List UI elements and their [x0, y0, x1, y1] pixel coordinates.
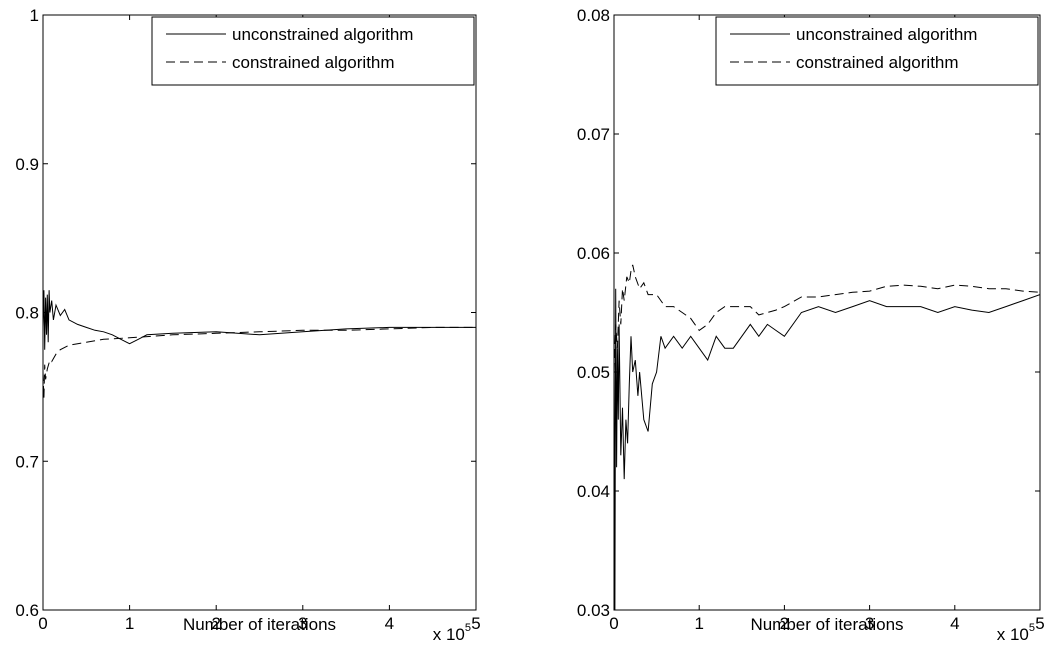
x-tick-label: 3 [865, 614, 874, 633]
y-tick-label: 0.04 [577, 482, 610, 501]
y-tick-label: 0.7 [15, 452, 39, 471]
x-tick-label: 3 [298, 614, 307, 633]
x-tick-label: 2 [780, 614, 789, 633]
y-tick-label: 0.8 [15, 304, 39, 323]
legend-label: unconstrained algorithm [232, 25, 413, 44]
x-axis-multiplier: x 105 [997, 622, 1035, 644]
x-multiplier-base: x 10 [433, 625, 465, 644]
x-tick-label: 5 [471, 614, 480, 633]
series-line-constrained [614, 264, 1040, 373]
x-tick-label: 4 [385, 614, 394, 633]
x-tick-label: 0 [38, 614, 47, 633]
legend-label: constrained algorithm [232, 53, 395, 72]
plot-area-frame [42, 14, 477, 611]
y-tick-label: 0.03 [577, 601, 610, 620]
x-tick-label: 2 [211, 614, 220, 633]
x-multiplier-exponent: 5 [465, 622, 471, 634]
x-tick-label: 0 [609, 614, 618, 633]
y-tick-label: 0.07 [577, 125, 610, 144]
x-multiplier-exponent: 5 [1029, 622, 1035, 634]
y-tick-label: 0.05 [577, 363, 610, 382]
series-line-unconstrained [43, 290, 476, 350]
plot-area-frame [613, 14, 1041, 611]
y-tick-label: 1 [30, 6, 39, 25]
chart-right-panel: 0.03 0.04 0.05 0.06 0.07 0.08 0 1 2 3 4 5 Number of … [577, 6, 1045, 644]
x-tick-label: 1 [125, 614, 134, 633]
series-line-unconstrained [614, 288, 1040, 610]
series-line-constrained [43, 326, 476, 399]
x-tick-label: 4 [950, 614, 959, 633]
x-axis-label: Number of iterations [183, 615, 336, 634]
x-axis-multiplier: x 105 [433, 622, 471, 644]
legend-box [715, 16, 1039, 86]
legend-label: unconstrained algorithm [796, 25, 977, 44]
x-tick-label: 1 [694, 614, 703, 633]
x-axis-label: Number of iterations [750, 615, 903, 634]
y-tick-label: 0.06 [577, 244, 610, 263]
y-tick-label: 0.9 [15, 155, 39, 174]
legend-label: constrained algorithm [796, 53, 959, 72]
y-tick-label: 0.08 [577, 6, 610, 25]
x-tick-label: 5 [1035, 614, 1044, 633]
y-tick-label: 0.6 [15, 601, 39, 620]
chart-left-panel: 0.6 0.7 0.8 0.9 1 0 1 2 3 4 5 Number of iterations x… [15, 6, 480, 644]
legend-box [151, 16, 475, 86]
x-multiplier-base: x 10 [997, 625, 1029, 644]
